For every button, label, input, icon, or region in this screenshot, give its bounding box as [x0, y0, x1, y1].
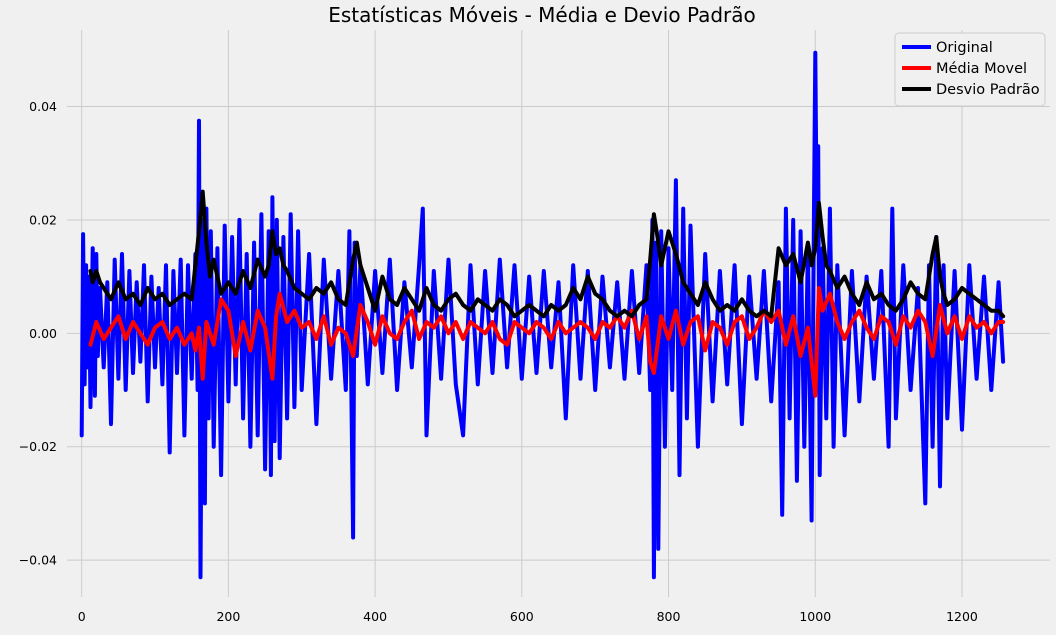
- legend: Original Média Movel Desvio Padrão: [894, 32, 1046, 107]
- legend-label-desvio-padrao: Desvio Padrão: [936, 82, 1040, 98]
- legend-label-original: Original: [936, 40, 993, 56]
- x-tick-label: 1200: [946, 609, 978, 624]
- tick-labels: 0 200 400 600 800 1000 1200 −0.04 −0.02 0.00 0.02 0…: [19, 99, 978, 624]
- y-tick-label: 0.04: [29, 99, 57, 114]
- series-layer: [79, 50, 1006, 580]
- chart-title: Estatísticas Móveis - Média e Devio Padr…: [328, 3, 756, 27]
- x-tick-label: 800: [657, 609, 681, 624]
- x-tick-label: 600: [510, 609, 534, 624]
- series-line-desvio-padrao: [88, 189, 1006, 319]
- series-line-media-movel: [88, 286, 1006, 398]
- y-tick-label: 0.02: [29, 212, 57, 227]
- legend-label-media-movel: Média Movel: [936, 61, 1027, 77]
- x-tick-label: 1000: [799, 609, 831, 624]
- x-tick-label: 400: [363, 609, 387, 624]
- y-tick-label: −0.02: [19, 439, 57, 454]
- x-tick-label: 200: [216, 609, 240, 624]
- y-tick-label: 0.00: [29, 326, 57, 341]
- x-tick-label: 0: [78, 609, 86, 624]
- y-tick-label: −0.04: [19, 553, 57, 568]
- legend-box: [894, 32, 1046, 107]
